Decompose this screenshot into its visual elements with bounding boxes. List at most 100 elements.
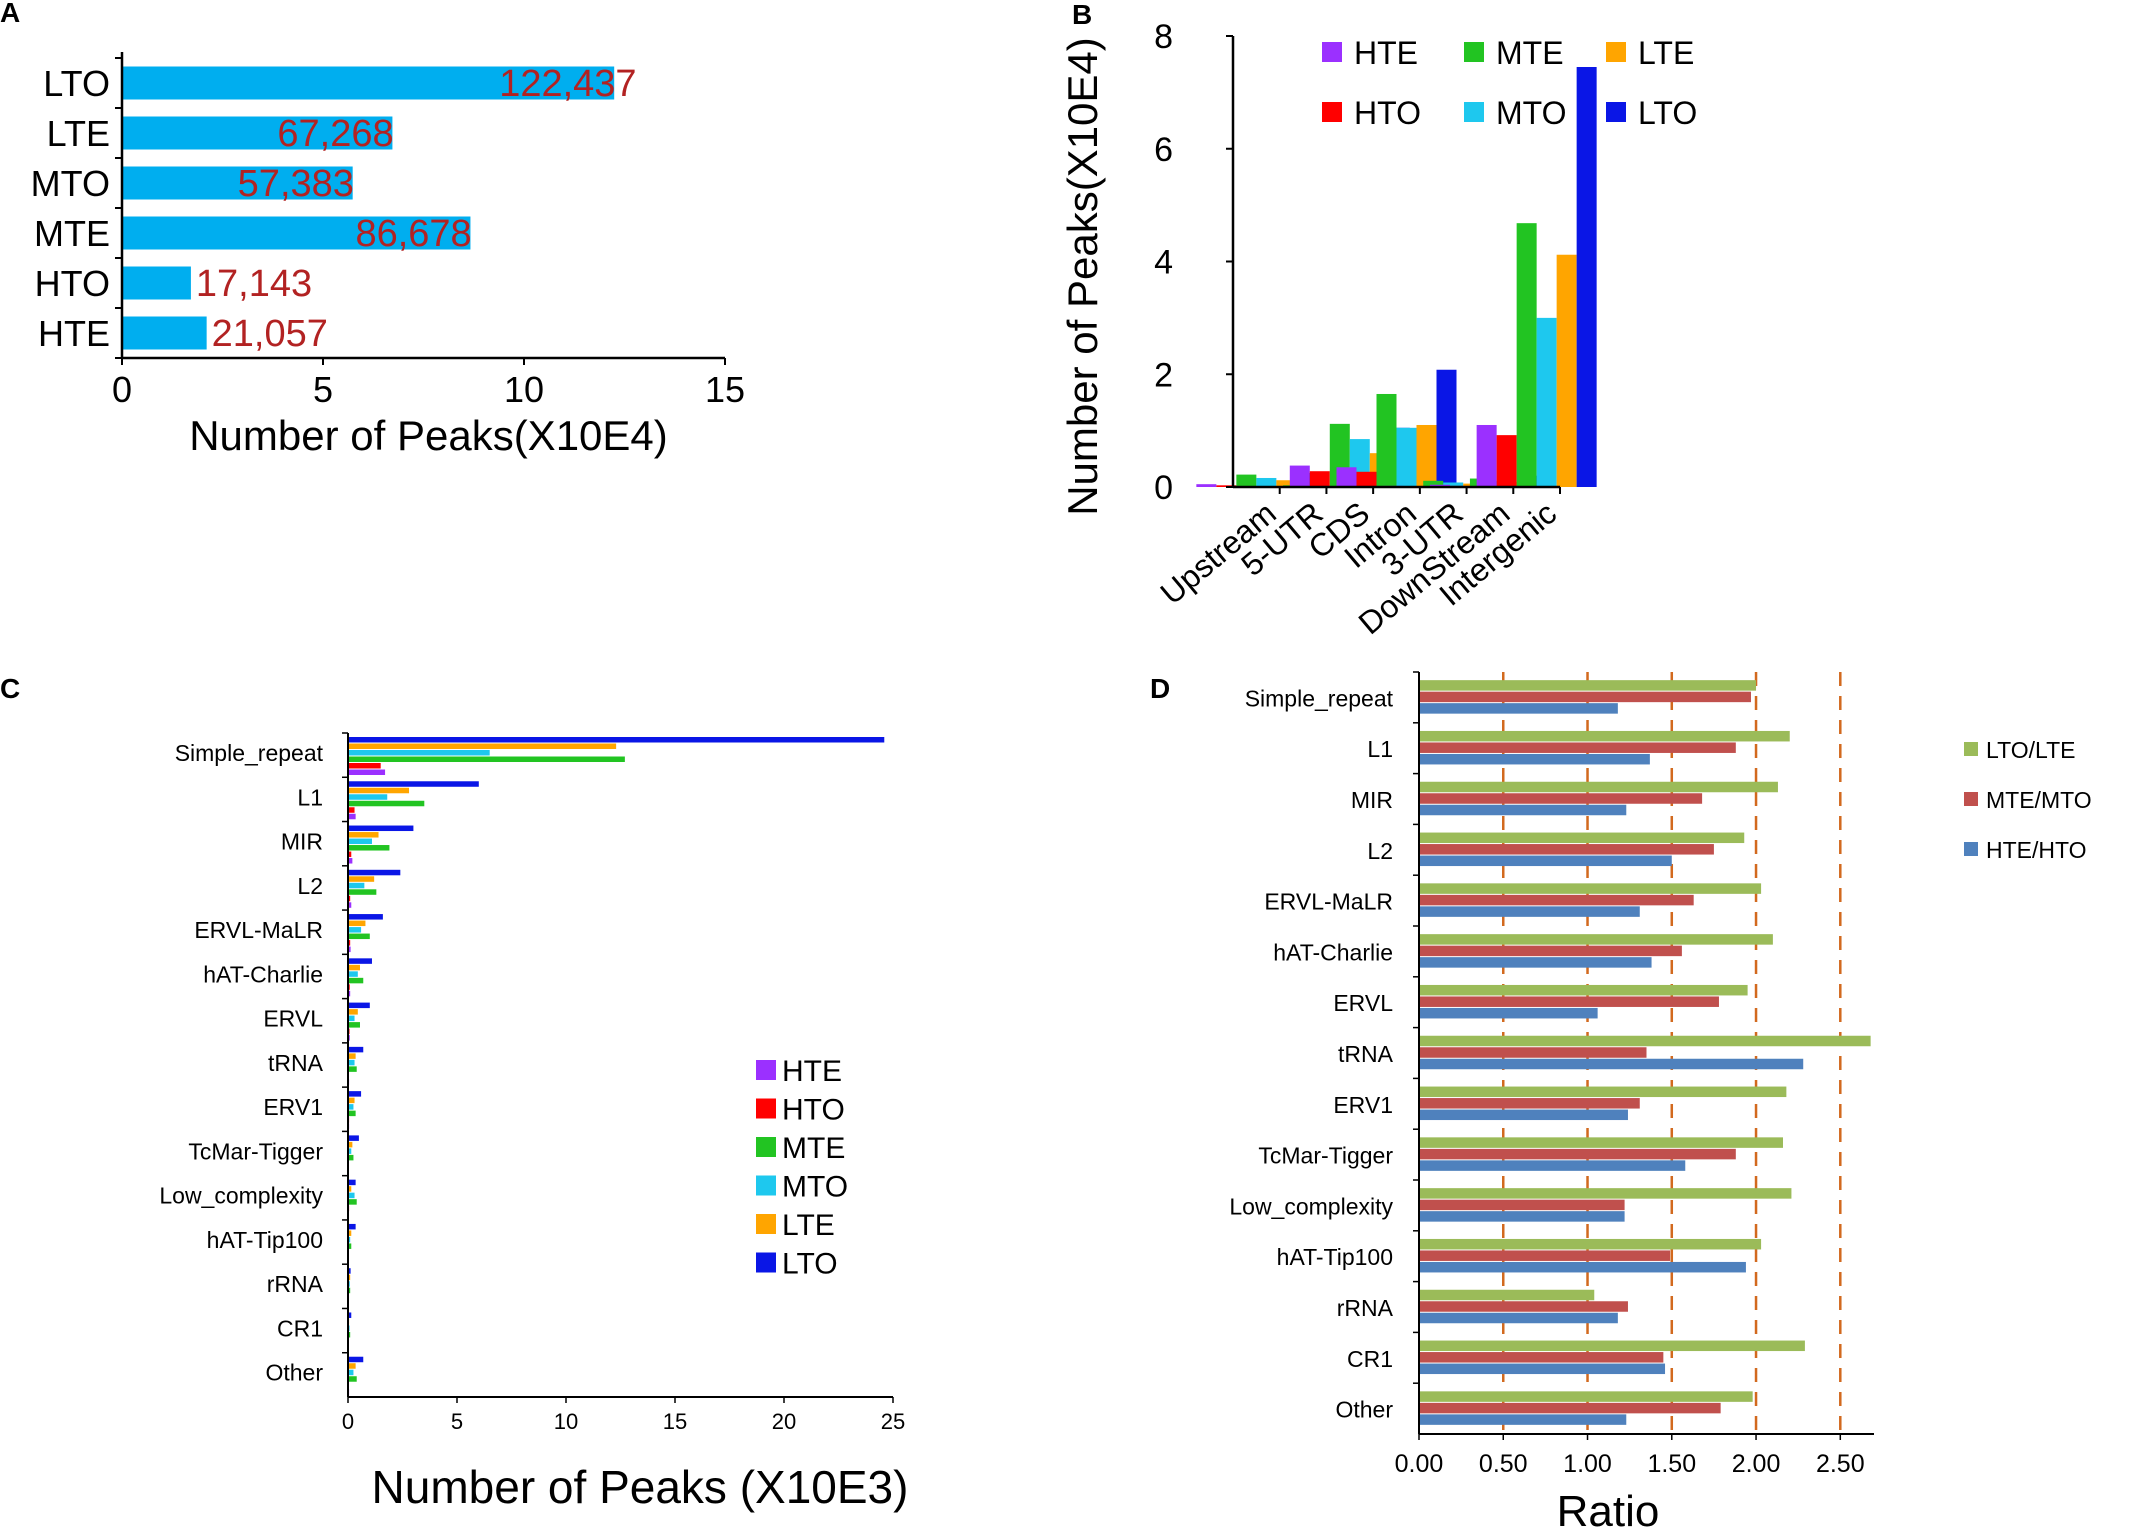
legend-label-c-lto: LTO <box>782 1248 838 1281</box>
bar-b-intergenic-lte <box>1556 254 1577 487</box>
bar-d-l2-mte-mto <box>1419 844 1714 855</box>
bar-c-simple-repeat-lte <box>348 743 617 749</box>
bar-c-l1-mte <box>348 800 425 807</box>
bar-c-l1-lto <box>348 781 479 787</box>
bar-d-l1-lto-lte <box>1419 730 1790 742</box>
legend-swatch-d-lto-lte <box>1964 742 1978 756</box>
bar-d-low-complexity-hte-hto <box>1419 1211 1625 1222</box>
tick-label-b-y-6: 6 <box>1154 131 1173 169</box>
tick-label-d-ervl: ERVL <box>1333 990 1393 1016</box>
tick-label-c-other: Other <box>265 1360 323 1386</box>
tick-label-d-other: Other <box>1335 1397 1393 1423</box>
legend-swatch-c-lto <box>756 1252 776 1273</box>
tick-label-b-y-4: 4 <box>1154 244 1173 282</box>
tick-label-d-hat-charlie: hAT-Charlie <box>1273 939 1393 965</box>
bar-c-low-complexity-lte <box>348 1186 352 1192</box>
bar-c-other-mto <box>348 1369 354 1376</box>
tick-label-c-l1: L1 <box>297 784 323 810</box>
bar-d-mir-mte-mto <box>1419 793 1703 804</box>
tick-label-d-hat-tip100: hAT-Tip100 <box>1277 1244 1393 1270</box>
tick-label-a-mte: MTE <box>34 213 110 254</box>
tick-label-d-rrna: rRNA <box>1337 1295 1394 1321</box>
data-label-a-hte: 21,057 <box>212 313 328 355</box>
tick-label-c-cr1: CR1 <box>277 1315 323 1341</box>
bar-b-3-utr-mte <box>1423 480 1444 487</box>
tick-label-a-x-5: 5 <box>313 369 333 410</box>
bar-b-upstream-hte <box>1196 484 1217 487</box>
bar-d-mir-lto-lte <box>1419 781 1778 793</box>
bar-c-simple-repeat-hte <box>348 769 386 775</box>
panel-letter-c: C <box>0 673 20 704</box>
bar-c-tcmar-tigger-mte <box>348 1154 354 1161</box>
bar-d-hat-charlie-lto-lte <box>1419 934 1773 945</box>
bar-d-simple-repeat-lto-lte <box>1419 680 1757 691</box>
tick-label-c-ervl: ERVL <box>263 1006 323 1032</box>
bar-b-upstream-lte <box>1276 480 1297 487</box>
bar-c-trna-mte <box>348 1066 357 1072</box>
tick-label-c-mir: MIR <box>281 829 323 855</box>
bar-d-l2-hte-hto <box>1419 855 1672 867</box>
legend-label-c-mte: MTE <box>782 1132 845 1165</box>
legend-label-b-lto: LTO <box>1638 95 1697 131</box>
tick-label-a-lte: LTE <box>47 113 110 154</box>
bar-c-ervl-malr-hto <box>348 940 351 946</box>
legend-label-c-hte: HTE <box>782 1055 842 1088</box>
bar-c-hat-tip100-mto <box>348 1236 351 1243</box>
bar-d-erv1-lto-lte <box>1419 1086 1787 1098</box>
tick-label-a-x-0: 0 <box>112 369 132 410</box>
bar-c-l2-lte <box>348 876 375 882</box>
tick-label-d-x-0.50: 0.50 <box>1479 1450 1528 1478</box>
bar-c-l2-hto <box>348 895 351 902</box>
bar-b-upstream-mte <box>1236 474 1257 487</box>
bar-c-low-complexity-lto <box>348 1179 356 1186</box>
bar-c-trna-mto <box>348 1059 355 1066</box>
bar-c-other-mte <box>348 1376 357 1382</box>
bar-c-tcmar-tigger-lto <box>348 1135 359 1141</box>
tick-label-c-x-20: 20 <box>772 1409 796 1434</box>
bar-b-upstream-mto <box>1256 477 1277 487</box>
bar-c-tcmar-tigger-mto <box>348 1148 352 1154</box>
tick-label-d-ervl-malr: ERVL-MaLR <box>1264 889 1393 915</box>
panel-letter-a: A <box>0 0 20 28</box>
axis-title-a-x: Number of Peaks(X10E4) <box>189 412 668 459</box>
tick-label-d-l2: L2 <box>1367 838 1393 864</box>
panel-a-bar-chart: LTO 122,437 LTE 67,268 MTO 57,383 MTE 86,678 HTO… <box>31 52 745 459</box>
legend-label-b-hto: HTO <box>1354 95 1421 131</box>
bar-c-hat-tip100-lte <box>348 1230 352 1236</box>
bar-d-other-hte-hto <box>1419 1414 1627 1425</box>
bar-c-hat-charlie-mto <box>348 971 358 977</box>
bar-b-intron-lte <box>1416 424 1437 487</box>
tick-label-a-lto: LTO <box>43 63 110 104</box>
bar-c-mir-mte <box>348 845 390 851</box>
bar-c-simple-repeat-hto <box>348 763 381 769</box>
legend-label-b-mte: MTE <box>1496 35 1564 71</box>
bar-c-hat-tip100-lto <box>348 1223 356 1230</box>
bar-d-tcmar-tigger-hte-hto <box>1419 1160 1686 1171</box>
bar-c-tcmar-tigger-lte <box>348 1141 353 1148</box>
bar-d-l1-hte-hto <box>1419 753 1650 765</box>
bar-d-trna-hte-hto <box>1419 1058 1804 1070</box>
tick-label-c-erv1: ERV1 <box>263 1094 323 1120</box>
bar-d-rrna-hte-hto <box>1419 1312 1618 1324</box>
bar-c-hat-tip100-mte <box>348 1243 352 1249</box>
bar-d-cr1-lto-lte <box>1419 1340 1805 1352</box>
bar-b-intergenic-hto <box>1496 435 1517 487</box>
panel-b-grouped-bar-chart: Upstream5-UTRCDSIntron3-UTRDownStreamInt… <box>1059 18 1697 641</box>
bar-c-mir-mto <box>348 838 372 845</box>
panel-d-ratio-bar-chart: Simple_repeat L1 MIR L2 ERVL-MaLR hAT-Charlie… <box>1229 671 2092 1536</box>
tick-label-a-mto: MTO <box>31 163 110 204</box>
bar-c-simple-repeat-mte <box>348 756 625 762</box>
bar-c-mir-hte <box>348 858 353 864</box>
bar-d-rrna-lto-lte <box>1419 1289 1595 1301</box>
bar-c-l2-mte <box>348 889 377 895</box>
panel-c-grouped-bar-chart: Simple_repeat L1 MIR L2 ERVL-MaLR hAT-Charlie… <box>159 732 908 1513</box>
bar-d-l2-lto-lte <box>1419 832 1745 844</box>
tick-label-d-trna: tRNA <box>1338 1041 1394 1067</box>
tick-label-a-x-10: 10 <box>504 369 544 410</box>
tick-label-c-tcmar-tigger: TcMar-Tigger <box>188 1138 323 1164</box>
bar-c-erv1-lte <box>348 1097 355 1104</box>
bar-d-erv1-mte-mto <box>1419 1098 1640 1109</box>
bar-d-cr1-mte-mto <box>1419 1352 1664 1363</box>
panel-letter-d: D <box>1150 673 1170 704</box>
